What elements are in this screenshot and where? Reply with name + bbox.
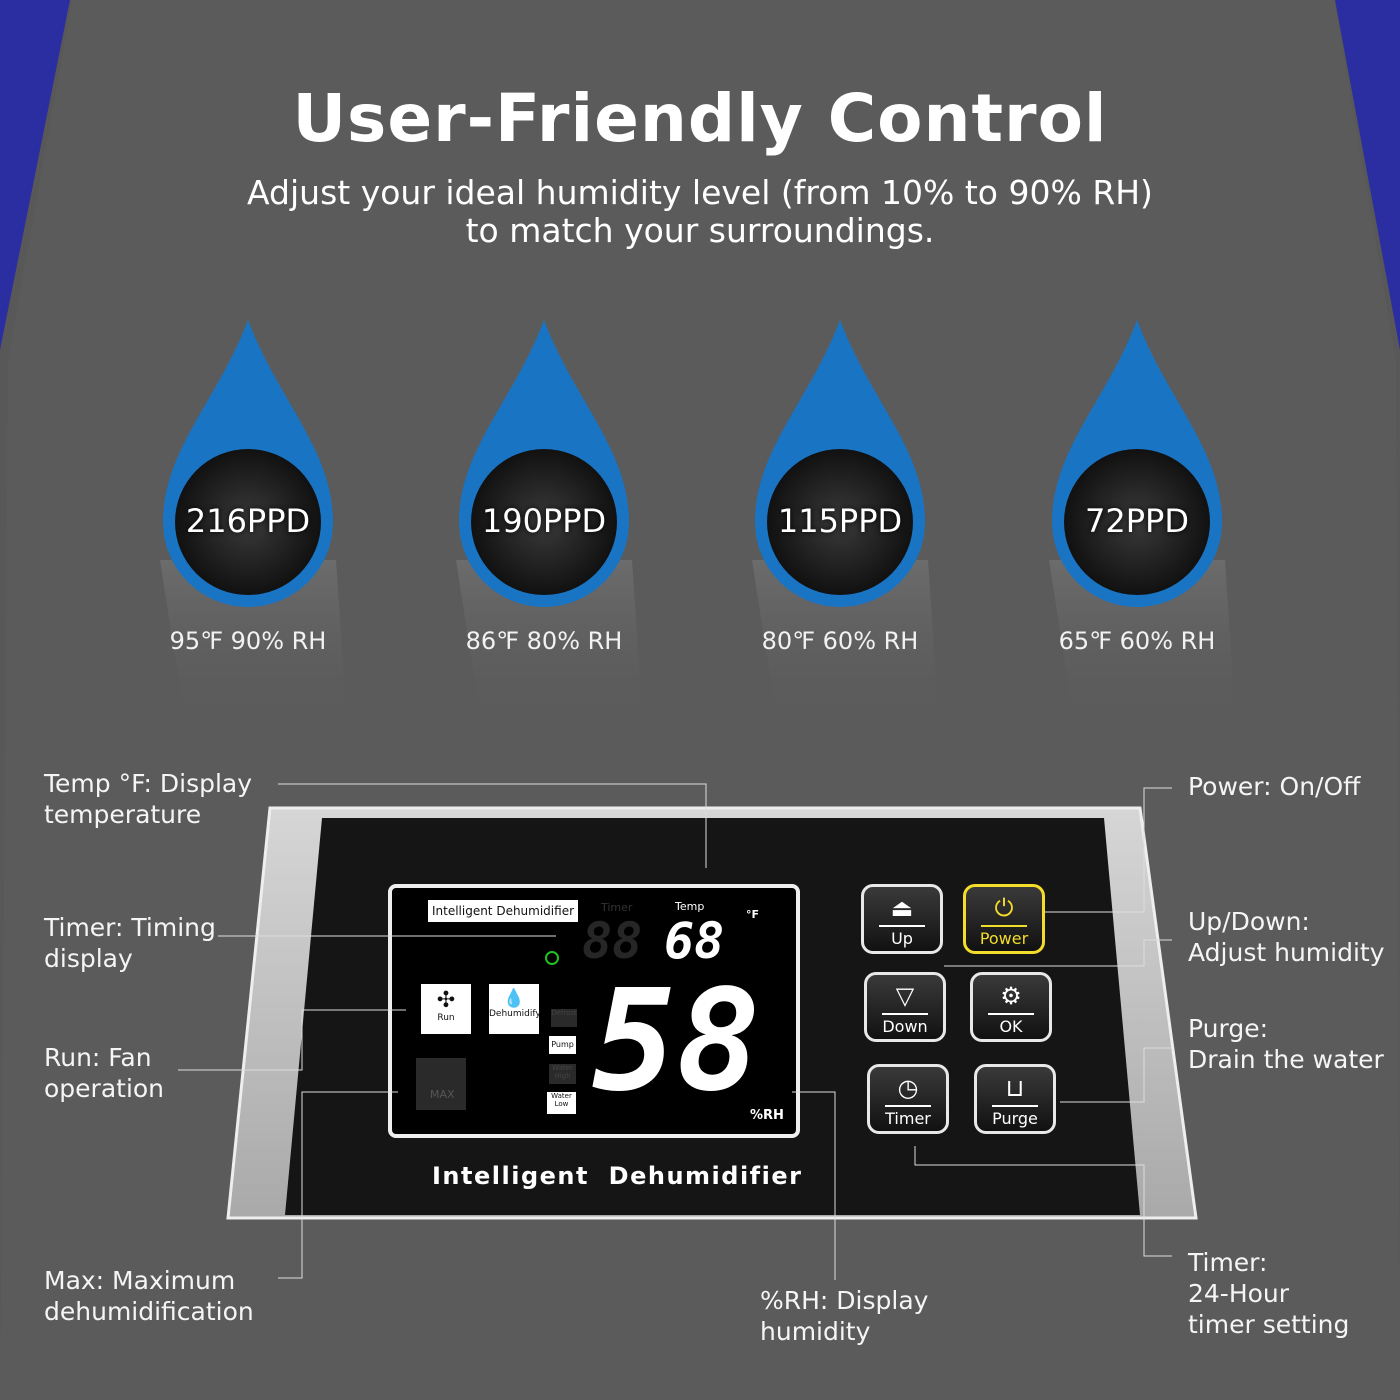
defrost-indicator: Defrost <box>551 1009 577 1027</box>
drop-condition: 65℉ 60% RH <box>1058 627 1216 655</box>
temp-unit: °F <box>746 908 760 921</box>
timer-digits: 88 <box>582 912 643 970</box>
callout-lines <box>178 783 1172 1280</box>
eject-up-icon: ⏏ <box>890 894 914 922</box>
panel-footer: Intelligent Dehumidifier <box>432 1162 803 1190</box>
max-label: MAX <box>430 1088 455 1101</box>
run-indicator: ✣ Run <box>421 984 471 1034</box>
callout-run: Run: Fan operation <box>44 1043 165 1103</box>
temp-digits: 68 <box>664 912 725 970</box>
subtitle: Adjust your ideal humidity level (from 1… <box>247 173 1153 250</box>
up-button[interactable]: ⏏ Up <box>861 884 943 954</box>
purge-button[interactable]: ⊔ Purge <box>974 1064 1056 1134</box>
drop-condition: 80℉ 60% RH <box>761 627 919 655</box>
callout-purge: Purge: Drain the water <box>1188 1014 1384 1074</box>
drop-capacity: 72PPD <box>1085 502 1189 540</box>
gear-icon: ⚙ <box>1000 982 1022 1010</box>
light-beam <box>160 560 348 740</box>
light-beam <box>456 560 644 740</box>
corner-accent-right <box>1335 0 1400 350</box>
light-beam <box>1049 560 1237 740</box>
humidity-digits: 58 <box>592 960 761 1123</box>
light-beam <box>752 560 940 740</box>
drop-capacity: 115PPD <box>777 502 903 540</box>
environment-photo <box>471 449 617 595</box>
lcd-display <box>388 884 800 1138</box>
humidity-unit: %RH <box>750 1108 784 1123</box>
brand-tag: Intelligent Dehumidifier <box>428 900 578 922</box>
callout-updown: Up/Down: Adjust humidity <box>1188 907 1385 967</box>
page-title: User-Friendly Control <box>292 80 1108 157</box>
callout-timer-setting: Timer: 24-Hour timer setting <box>1188 1248 1350 1339</box>
callout-timer-display: Timer: Timing display <box>44 913 216 973</box>
down-button[interactable]: ▽ Down <box>864 972 946 1042</box>
environment-photo <box>1064 449 1210 595</box>
clock-icon: ◷ <box>897 1074 919 1102</box>
purge-tank-icon: ⊔ <box>1005 1074 1025 1102</box>
environment-photo <box>175 449 321 595</box>
pump-indicator: Pump <box>549 1036 576 1054</box>
water-high-indicator: Water High <box>549 1064 576 1084</box>
water-drop-icon: 💧 <box>502 988 526 1009</box>
fan-icon: ✣ <box>436 988 456 1013</box>
callout-rh: %RH: Display humidity <box>760 1286 929 1346</box>
power-indicator-icon <box>545 951 559 965</box>
callout-max: Max: Maximum dehumidification <box>44 1266 254 1326</box>
max-indicator <box>416 1058 466 1110</box>
drop-condition: 95℉ 90% RH <box>169 627 327 655</box>
drop-condition: 86℉ 80% RH <box>465 627 623 655</box>
timer-button[interactable]: ◷ Timer <box>867 1064 949 1134</box>
environment-photo <box>767 449 913 595</box>
callout-power: Power: On/Off <box>1188 772 1361 801</box>
timer-label: Timer <box>601 901 633 914</box>
water-low-indicator: Water Low <box>547 1092 576 1114</box>
drop-capacity: 190PPD <box>481 502 607 540</box>
temp-label: Temp <box>675 900 705 913</box>
ok-button[interactable]: ⚙ OK <box>970 972 1052 1042</box>
dehumidify-indicator: 💧 Dehumidify <box>489 984 541 1034</box>
power-button[interactable]: ⏻ Power <box>963 884 1045 954</box>
drop-capacity: 216PPD <box>185 502 311 540</box>
down-triangle-icon: ▽ <box>895 982 915 1010</box>
callout-temp: Temp °F: Display temperature <box>44 769 253 829</box>
corner-accent-left <box>0 0 70 350</box>
power-icon: ⏻ <box>994 894 1014 922</box>
